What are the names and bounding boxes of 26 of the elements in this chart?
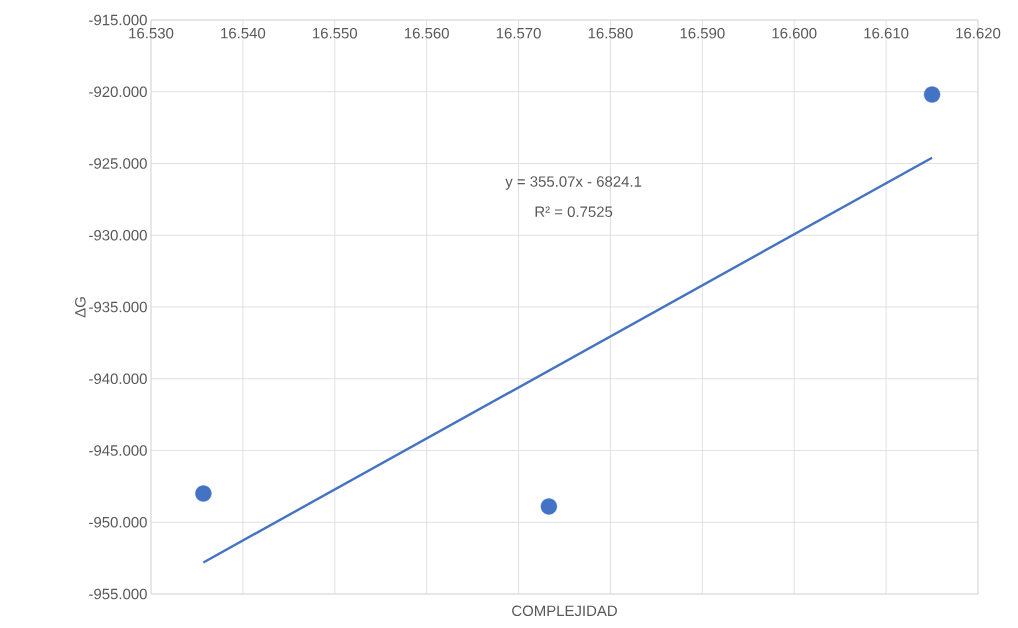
x-tick-label: 16.600 bbox=[772, 27, 817, 39]
point bbox=[540, 498, 558, 515]
annotation: y = 355.07x - 6824.1 bbox=[505, 176, 642, 190]
x-tick-label: 16.610 bbox=[864, 27, 909, 39]
x-tick-label: 16.560 bbox=[404, 27, 449, 39]
x-tick-label: 16.590 bbox=[680, 27, 725, 39]
y-tick-label: -920.000 bbox=[89, 86, 147, 98]
y-tick-label: -915.000 bbox=[89, 14, 147, 26]
y-tick-label: -925.000 bbox=[89, 158, 147, 169]
y-tick-label: -935.000 bbox=[89, 301, 147, 313]
annotation: R² = 0.7525 bbox=[535, 206, 613, 217]
x-tick-label: 16.580 bbox=[588, 27, 633, 39]
y-axis-title: ΔG bbox=[75, 297, 86, 318]
y-tick-label: -945.000 bbox=[89, 445, 147, 456]
y-tick-label: -930.000 bbox=[89, 229, 147, 241]
y-tick-label: -955.000 bbox=[89, 588, 147, 600]
x-tick-label: 16.540 bbox=[221, 27, 266, 39]
x-tick-label: 16.530 bbox=[129, 27, 174, 39]
point bbox=[195, 485, 212, 502]
point bbox=[923, 86, 941, 103]
x-tick-label: 16.570 bbox=[496, 27, 541, 39]
x-tick-label: 16.550 bbox=[313, 27, 358, 39]
x-axis-title: COMPLEJIDAD bbox=[512, 605, 617, 617]
y-tick-label: -950.000 bbox=[89, 516, 147, 528]
y-tick-label: -940.000 bbox=[89, 373, 147, 385]
x-tick-label: 16.620 bbox=[956, 27, 1001, 39]
